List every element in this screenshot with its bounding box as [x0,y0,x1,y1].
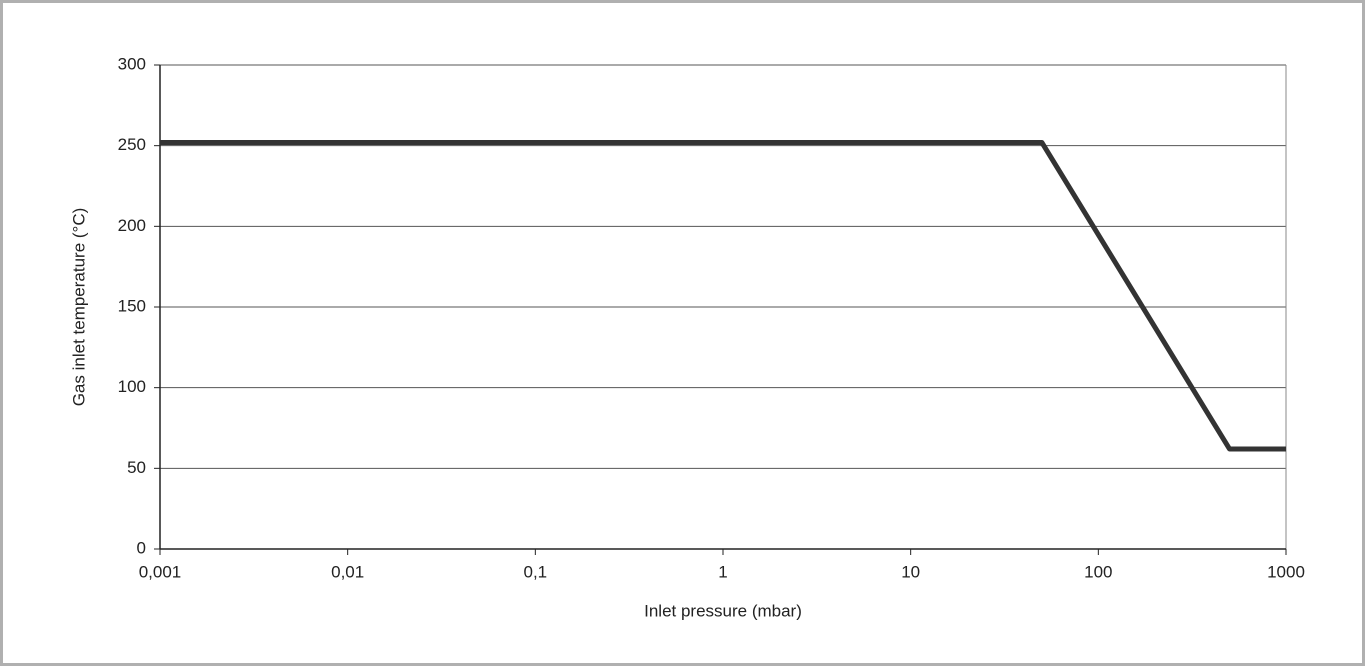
y-tick-label: 200 [118,216,146,235]
x-tick-label: 0,01 [331,562,364,581]
x-tick-label: 100 [1084,562,1112,581]
y-tick-label: 50 [127,458,146,477]
x-axis-label: Inlet pressure (mbar) [644,601,802,620]
y-tick-label: 250 [118,135,146,154]
y-axis-label: Gas inlet temperature (°C) [69,208,88,407]
x-tick-label: 1 [718,562,727,581]
data-line [160,139,1286,452]
x-tick-label: 0,001 [139,562,182,581]
x-tick-label: 0,1 [524,562,548,581]
y-tick-label: 0 [137,538,146,557]
y-tick-label: 150 [118,296,146,315]
x-tick-label: 1000 [1267,562,1305,581]
x-tick-label: 10 [901,562,920,581]
y-tick-label: 300 [118,54,146,73]
y-tick-label: 100 [118,377,146,396]
